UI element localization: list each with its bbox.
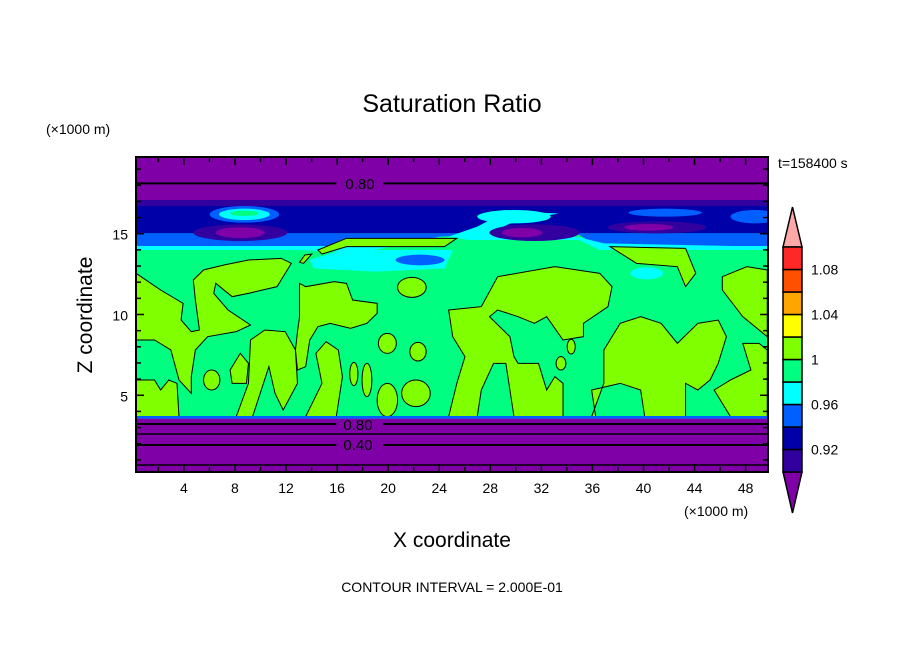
contour-label: 0.80 (343, 417, 372, 434)
colorbar-swatch (782, 291, 803, 316)
x-axis-label: X coordinate (393, 529, 511, 552)
y-axis-label: Z coordinate (74, 257, 97, 374)
region-purple-patch (501, 228, 543, 238)
colorbar-swatch (782, 246, 803, 271)
x-tick-label: 8 (231, 480, 239, 496)
x-tick-label: 44 (687, 480, 703, 496)
region-lime (136, 257, 293, 395)
region-lime (409, 341, 427, 362)
x-tick-label: 48 (738, 480, 754, 496)
x-tick-label: 40 (636, 480, 652, 496)
x-tick-label: 36 (585, 480, 601, 496)
y-tick-label: 5 (120, 388, 128, 404)
region-green-patch (230, 210, 259, 216)
region-cyan-bridge (448, 211, 768, 250)
chart-title: Saturation Ratio (362, 90, 541, 118)
region-blue-patch (395, 254, 445, 266)
region-lime (377, 332, 397, 354)
colorbar-tick-label: 1.08 (811, 262, 838, 278)
colorbar-swatch (782, 336, 803, 361)
x-tick-label: 28 (483, 480, 499, 496)
contour-interval-footer: CONTOUR INTERVAL = 2.000E-01 (341, 579, 563, 595)
region-lime (361, 362, 373, 398)
region-blue-patch (730, 210, 768, 224)
region-blue-line (136, 416, 768, 419)
region-purple-patch (215, 227, 265, 239)
colorbar-swatch (782, 426, 803, 451)
region-lime (229, 352, 249, 384)
region-lime (203, 369, 221, 391)
region-lime (566, 338, 576, 355)
x-units-label: (×1000 m) (684, 503, 748, 519)
region-lime (447, 266, 613, 418)
colorbar-swatch (782, 381, 803, 406)
contour-lines (136, 182, 768, 466)
contour-field (136, 157, 768, 472)
region-lime (317, 237, 459, 255)
region-lime (555, 356, 567, 371)
colorbar-swatch (782, 358, 803, 383)
colorbar-over-triangle (782, 206, 803, 248)
time-label: t=158400 s (778, 155, 848, 171)
colorbar-swatch (782, 403, 803, 428)
contour-labels: 0.80 0.80 0.40 (343, 176, 374, 454)
colorbar-swatch (782, 448, 803, 473)
contour-label: 0.40 (343, 437, 372, 454)
region-purple-patch (624, 224, 674, 231)
x-tick-label: 20 (380, 480, 396, 496)
region-cyan-patch (477, 210, 551, 224)
x-tick-label: 4 (180, 480, 188, 496)
colorbar-tick-label: 1.04 (811, 307, 838, 323)
region-lime (235, 329, 298, 418)
x-tick-label: 12 (278, 480, 294, 496)
region-lime (608, 246, 697, 288)
y-tick-label: 15 (112, 227, 128, 243)
region-cyan-patch (630, 267, 664, 280)
colorbar-under-triangle (782, 471, 803, 514)
region-lime (349, 361, 359, 387)
colorbar-swatch (782, 313, 803, 338)
colorbar-tick-label: 0.92 (811, 442, 838, 458)
region-top-purple (136, 157, 768, 200)
colorbar: 0.92 0.96 1 1.04 1.08 (782, 206, 838, 514)
y-units-label: (×1000 m) (46, 121, 110, 137)
region-bottom-purple (136, 418, 768, 472)
region-blue-patch (628, 208, 702, 217)
x-tick-label: 32 (534, 480, 550, 496)
x-tick-label: 16 (329, 480, 345, 496)
region-lime (294, 281, 378, 371)
region-indigo (136, 200, 768, 206)
y-tick-label: 10 (112, 308, 128, 324)
contour-label: 0.80 (345, 176, 374, 193)
region-lime (298, 253, 314, 264)
x-tick-label: 24 (431, 480, 447, 496)
region-lime (401, 379, 431, 408)
colorbar-tick-label: 1 (811, 352, 819, 368)
region-lime (397, 276, 427, 298)
colorbar-tick-label: 0.96 (811, 397, 838, 413)
region-lime (376, 382, 399, 418)
colorbar-swatch (782, 268, 803, 293)
region-lime (304, 341, 343, 418)
